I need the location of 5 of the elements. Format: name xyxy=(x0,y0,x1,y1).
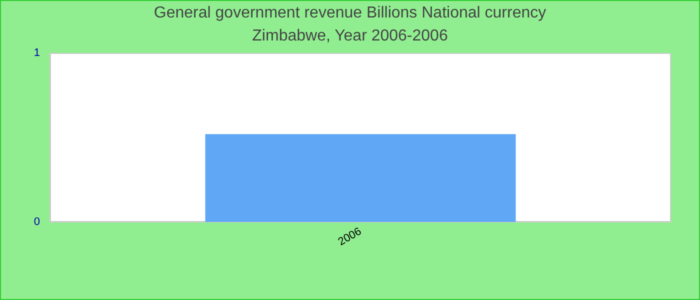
chart-title: General government revenue Billions National currency xyxy=(154,4,546,22)
x-tick-label: 2006 xyxy=(336,226,364,248)
y-tick-label: 0 xyxy=(34,216,40,228)
chart-subtitle: Zimbabwe, Year 2006-2006 xyxy=(252,27,448,44)
y-tick-label: 1 xyxy=(34,47,40,60)
